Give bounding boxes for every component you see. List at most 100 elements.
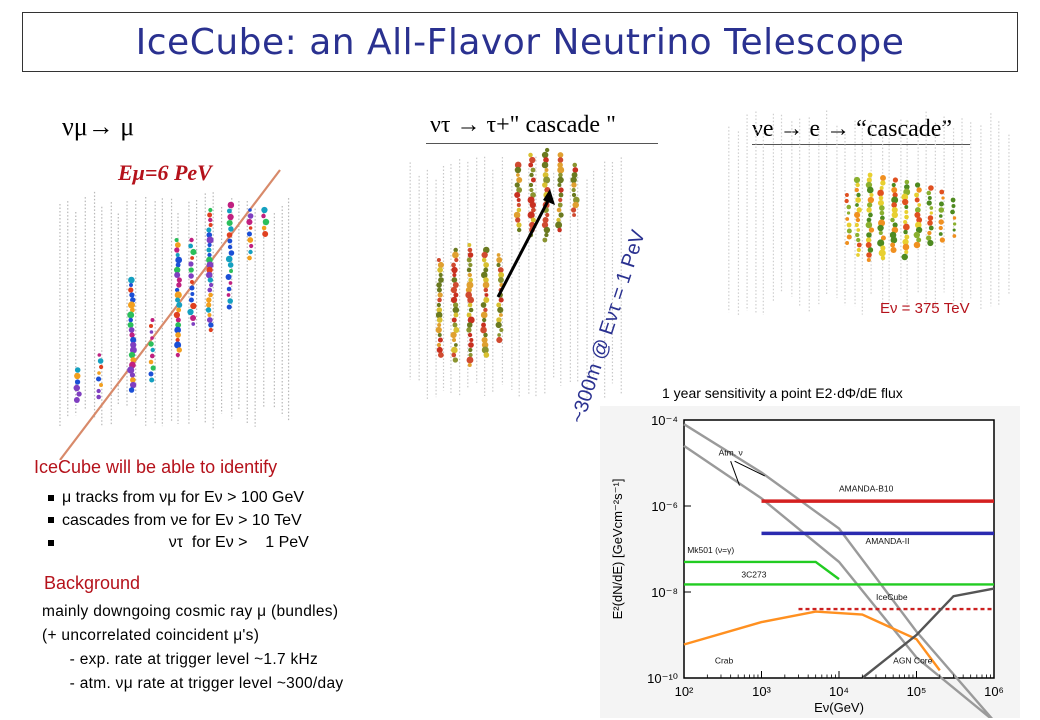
hit-dot xyxy=(482,246,490,254)
hit-dot xyxy=(891,187,898,193)
tau-panel-underline xyxy=(426,143,658,144)
hit-dot xyxy=(915,221,922,229)
list-item: μ tracks from νμ for Eν > 100 GeV xyxy=(48,487,309,510)
hit-dot xyxy=(469,337,474,343)
hit-dot xyxy=(468,352,473,358)
hit-dot xyxy=(129,372,136,378)
hit-dot xyxy=(176,282,182,288)
hit-dot xyxy=(891,206,898,214)
hit-dot xyxy=(891,196,899,204)
hit-dot xyxy=(878,249,886,257)
hit-dot xyxy=(866,257,871,263)
hit-dot xyxy=(188,267,194,273)
hit-dot xyxy=(188,261,194,267)
hit-dot xyxy=(96,388,101,394)
hit-dot xyxy=(497,267,504,273)
hit-dot xyxy=(572,162,578,168)
sensitivity-chart: 10² 10³ 10⁴ 10⁵ 10⁶ 10⁻⁴ 10⁻⁶ 10⁻⁸ 10⁻¹⁰ Eν(GeV) E… xyxy=(600,406,1020,718)
hit-dot xyxy=(76,391,82,397)
hit-dot xyxy=(891,182,896,188)
hit-dot xyxy=(188,297,194,303)
hit-dot xyxy=(452,302,459,308)
hit-dot xyxy=(175,322,182,328)
hit-dot xyxy=(438,272,443,278)
hit-dot xyxy=(528,182,534,188)
hit-dot xyxy=(571,207,577,213)
hit-dot xyxy=(206,302,212,308)
page-title: IceCube: an All-Flavor Neutrino Telescop… xyxy=(135,21,905,63)
hit-dot xyxy=(452,272,457,278)
hit-dot xyxy=(129,381,137,389)
hit-dot xyxy=(480,271,488,279)
hit-dot xyxy=(846,222,852,228)
hit-dot xyxy=(869,192,874,198)
hit-dot xyxy=(854,222,859,228)
hit-dot xyxy=(175,262,181,268)
hit-dot xyxy=(188,243,194,249)
hit-dot xyxy=(880,175,886,181)
y-tick-label: 10⁻¹⁰ xyxy=(647,671,678,686)
hit-dot xyxy=(452,357,459,363)
hit-dot xyxy=(952,234,957,238)
hit-dot xyxy=(176,301,183,309)
hit-dot xyxy=(149,377,155,383)
hit-dot xyxy=(436,302,441,308)
hit-dot xyxy=(227,201,235,209)
hit-dot xyxy=(928,185,934,191)
hit-dot xyxy=(150,347,155,353)
hit-dot xyxy=(483,277,489,283)
hit-dot xyxy=(846,234,852,240)
hit-dot xyxy=(99,383,103,387)
hit-dot xyxy=(527,196,535,204)
hit-dot xyxy=(927,215,934,221)
hit-dot xyxy=(530,192,536,198)
hit-dot xyxy=(467,243,472,247)
hit-dot xyxy=(435,311,443,319)
hit-dot xyxy=(951,204,956,208)
e-event-display xyxy=(728,110,1010,315)
hit-dot xyxy=(130,341,137,349)
hit-dot xyxy=(174,242,181,248)
hit-dot xyxy=(246,231,252,237)
hit-dot xyxy=(130,357,137,363)
hit-dot xyxy=(74,379,81,385)
hit-dot xyxy=(890,242,896,248)
hit-dot xyxy=(557,152,564,158)
hit-dot xyxy=(878,230,883,236)
hit-dot xyxy=(225,255,233,263)
hit-dot xyxy=(866,177,872,183)
hit-dot xyxy=(531,207,536,213)
hit-dot xyxy=(207,312,212,318)
hit-dot xyxy=(207,287,213,293)
hit-dot xyxy=(480,302,487,308)
hit-dot xyxy=(174,291,182,299)
hit-dot xyxy=(228,226,234,232)
hit-dot xyxy=(514,191,521,199)
hit-dot xyxy=(174,326,182,334)
hit-dot xyxy=(557,227,562,233)
hit-dot xyxy=(467,272,473,278)
hit-dot xyxy=(498,272,505,278)
hit-dot xyxy=(891,202,897,208)
hit-dot xyxy=(950,209,955,215)
hit-dot xyxy=(437,352,444,358)
hit-dot xyxy=(247,237,254,243)
hit-dot xyxy=(148,371,154,377)
x-axis-label: Eν(GeV) xyxy=(814,700,864,715)
background-lines: mainly downgoing cosmic ray μ (bundles) … xyxy=(42,600,343,696)
hit-dot xyxy=(228,250,235,256)
hit-dot xyxy=(516,187,523,193)
hit-dot xyxy=(929,206,934,210)
title-box: IceCube: an All-Flavor Neutrino Telescop… xyxy=(22,12,1018,72)
hit-dot xyxy=(878,219,886,227)
hit-dot xyxy=(558,172,563,178)
hit-dot xyxy=(207,212,213,218)
hit-dot xyxy=(436,282,442,288)
hit-dot xyxy=(868,227,875,233)
series-label: IceCube xyxy=(876,592,908,602)
hit-dot xyxy=(938,219,944,225)
hit-dot xyxy=(845,217,850,221)
hit-dot xyxy=(127,301,136,309)
hit-dot xyxy=(572,196,580,204)
hit-dot xyxy=(927,230,932,236)
